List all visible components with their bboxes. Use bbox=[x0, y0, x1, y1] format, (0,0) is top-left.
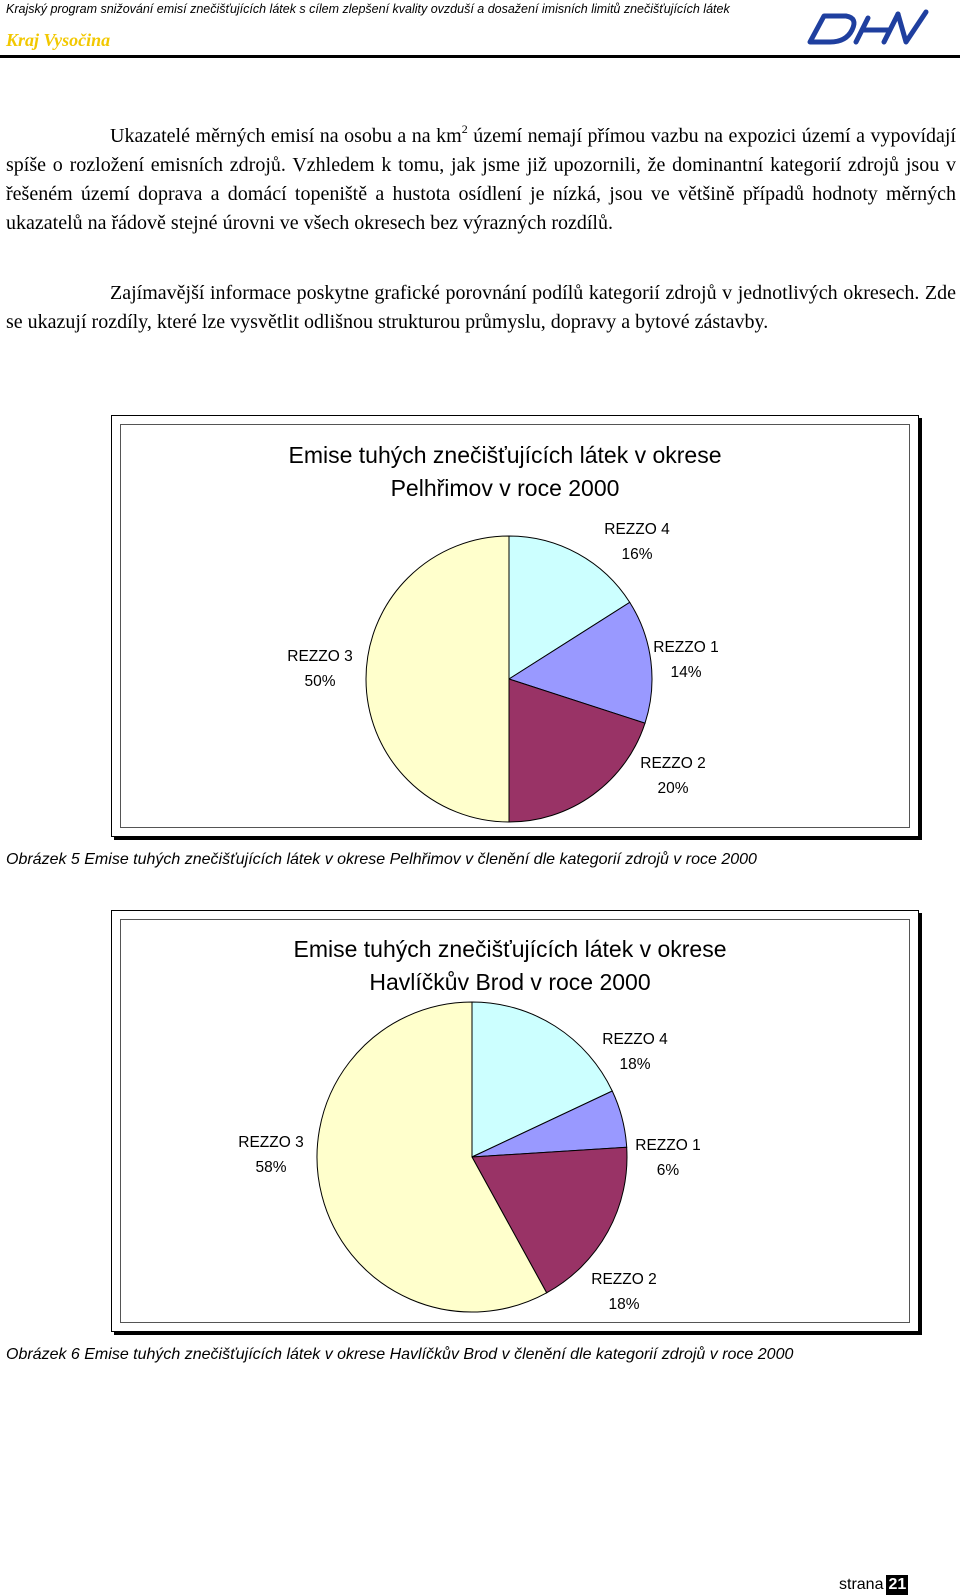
slice-label-name: REZZO 4 bbox=[604, 521, 670, 538]
slice-label-name: REZZO 2 bbox=[591, 1271, 656, 1288]
chart-havlickuv-brod: Emise tuhých znečišťujících látek v okre… bbox=[111, 910, 919, 1332]
document-header-title: Krajský program snižování emisí znečišťu… bbox=[6, 2, 730, 16]
chart-title-line1: Emise tuhých znečišťujících látek v okre… bbox=[288, 442, 721, 468]
slice-label-percent: 50% bbox=[304, 673, 335, 690]
figure-5-caption: Obrázek 5 Emise tuhých znečišťujících lá… bbox=[6, 851, 757, 868]
paragraph-1-rest: území nemají přímou vazbu na expozici úz… bbox=[6, 125, 956, 234]
pie-slice-rezzo-4 bbox=[471, 1001, 613, 1158]
slice-label-percent: 16% bbox=[621, 546, 652, 563]
slice-label-name: REZZO 4 bbox=[602, 1031, 668, 1048]
pie-slice-rezzo-3 bbox=[365, 535, 510, 823]
slice-label-percent: 58% bbox=[255, 1159, 286, 1176]
figure-6-caption: Obrázek 6 Emise tuhých znečišťujících lá… bbox=[6, 1346, 794, 1363]
paragraph-1: Ukazatelé měrných emisí na osobu a na km… bbox=[6, 122, 956, 238]
slice-label-name: REZZO 3 bbox=[287, 648, 352, 665]
slice-label-name: REZZO 3 bbox=[238, 1134, 303, 1151]
pie-slice-rezzo-2 bbox=[508, 678, 646, 823]
chart-title-line2: Pelhřimov v roce 2000 bbox=[391, 475, 620, 501]
slice-label-percent: 6% bbox=[657, 1162, 680, 1179]
slice-label-name: REZZO 1 bbox=[635, 1137, 700, 1154]
pie-slice-rezzo-3 bbox=[316, 1001, 548, 1313]
chart-pelhrimov-plot: Emise tuhých znečišťujících látek v okre… bbox=[287, 442, 722, 823]
pie-slice-rezzo-4 bbox=[508, 535, 631, 680]
logo-text: DHV bbox=[868, 35, 870, 37]
page-label: strana bbox=[839, 1576, 884, 1593]
pie-slice-rezzo-2 bbox=[471, 1146, 628, 1294]
chart-havlickuv-brod-plot: Emise tuhých znečišťujících látek v okre… bbox=[238, 936, 726, 1313]
region-name: Kraj Vysočina bbox=[6, 30, 111, 50]
slice-label-name: REZZO 2 bbox=[640, 755, 705, 772]
paragraph-2: Zajímavější informace poskytne grafické … bbox=[6, 282, 956, 333]
chart-title-line2: Havlíčkův Brod v roce 2000 bbox=[369, 969, 650, 995]
page-footer: strana 21 bbox=[839, 1575, 909, 1595]
chart-pelhrimov: Emise tuhých znečišťujících látek v okre… bbox=[111, 415, 919, 837]
slice-label-percent: 18% bbox=[619, 1056, 650, 1073]
paragraph-1-start: Ukazatelé měrných emisí na osobu a na km bbox=[110, 125, 462, 147]
slice-label-percent: 20% bbox=[657, 780, 688, 797]
pie-slice-rezzo-1 bbox=[507, 601, 653, 724]
page-number: 21 bbox=[886, 1575, 909, 1595]
chart-title-line1: Emise tuhých znečišťujících látek v okre… bbox=[293, 936, 726, 962]
dhv-logo-icon: DHV bbox=[807, 9, 929, 45]
slice-label-percent: 18% bbox=[608, 1296, 639, 1313]
header-rule bbox=[0, 55, 960, 58]
slice-label-percent: 14% bbox=[670, 664, 701, 681]
slice-label-name: REZZO 1 bbox=[653, 639, 718, 656]
superscript-2: 2 bbox=[461, 122, 468, 136]
